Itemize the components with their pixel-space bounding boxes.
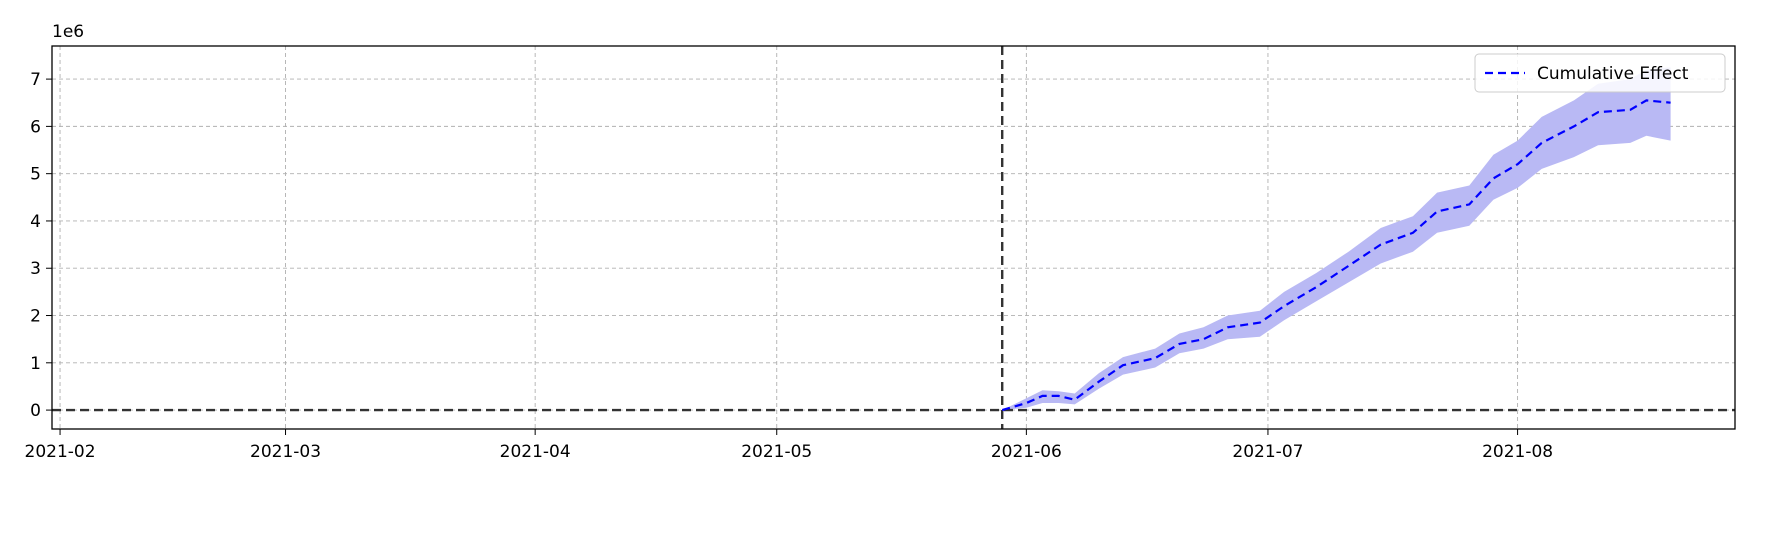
x-tick-label: 2021-03 — [250, 442, 321, 462]
confidence-band-layer — [1002, 67, 1671, 411]
y-axis-offset-label: 1e6 — [52, 22, 84, 42]
y-tick-label: 2 — [30, 307, 41, 327]
x-tick-label: 2021-02 — [25, 442, 96, 462]
legend-label: Cumulative Effect — [1537, 64, 1689, 84]
x-tick-label: 2021-07 — [1232, 442, 1303, 462]
y-tick-label: 3 — [30, 259, 41, 279]
y-tick-label: 1 — [30, 354, 41, 374]
axis-layer: 2021-02 2021-03 2021-04 2021-05 2021-06 2021-… — [25, 70, 1554, 462]
legend: Cumulative Effect — [1474, 53, 1726, 93]
reference-line-layer — [52, 46, 1735, 429]
x-tick-label: 2021-06 — [991, 442, 1062, 462]
y-tick-label: 5 — [30, 165, 41, 185]
y-tick-label: 7 — [30, 70, 41, 90]
x-tick-label: 2021-08 — [1482, 442, 1553, 462]
y-tick-label: 4 — [30, 212, 41, 232]
y-tick-label: 0 — [30, 401, 41, 421]
legend-box — [1474, 53, 1726, 93]
grid-layer — [52, 46, 1735, 429]
confidence-band — [1002, 67, 1671, 411]
cumulative-effect-line — [1001, 99, 1671, 412]
x-tick-label: 2021-05 — [741, 442, 812, 462]
y-tick-label: 6 — [30, 117, 41, 137]
series-layer — [1001, 99, 1671, 412]
plot-frame — [51, 45, 1736, 430]
x-tick-label: 2021-04 — [500, 442, 571, 462]
